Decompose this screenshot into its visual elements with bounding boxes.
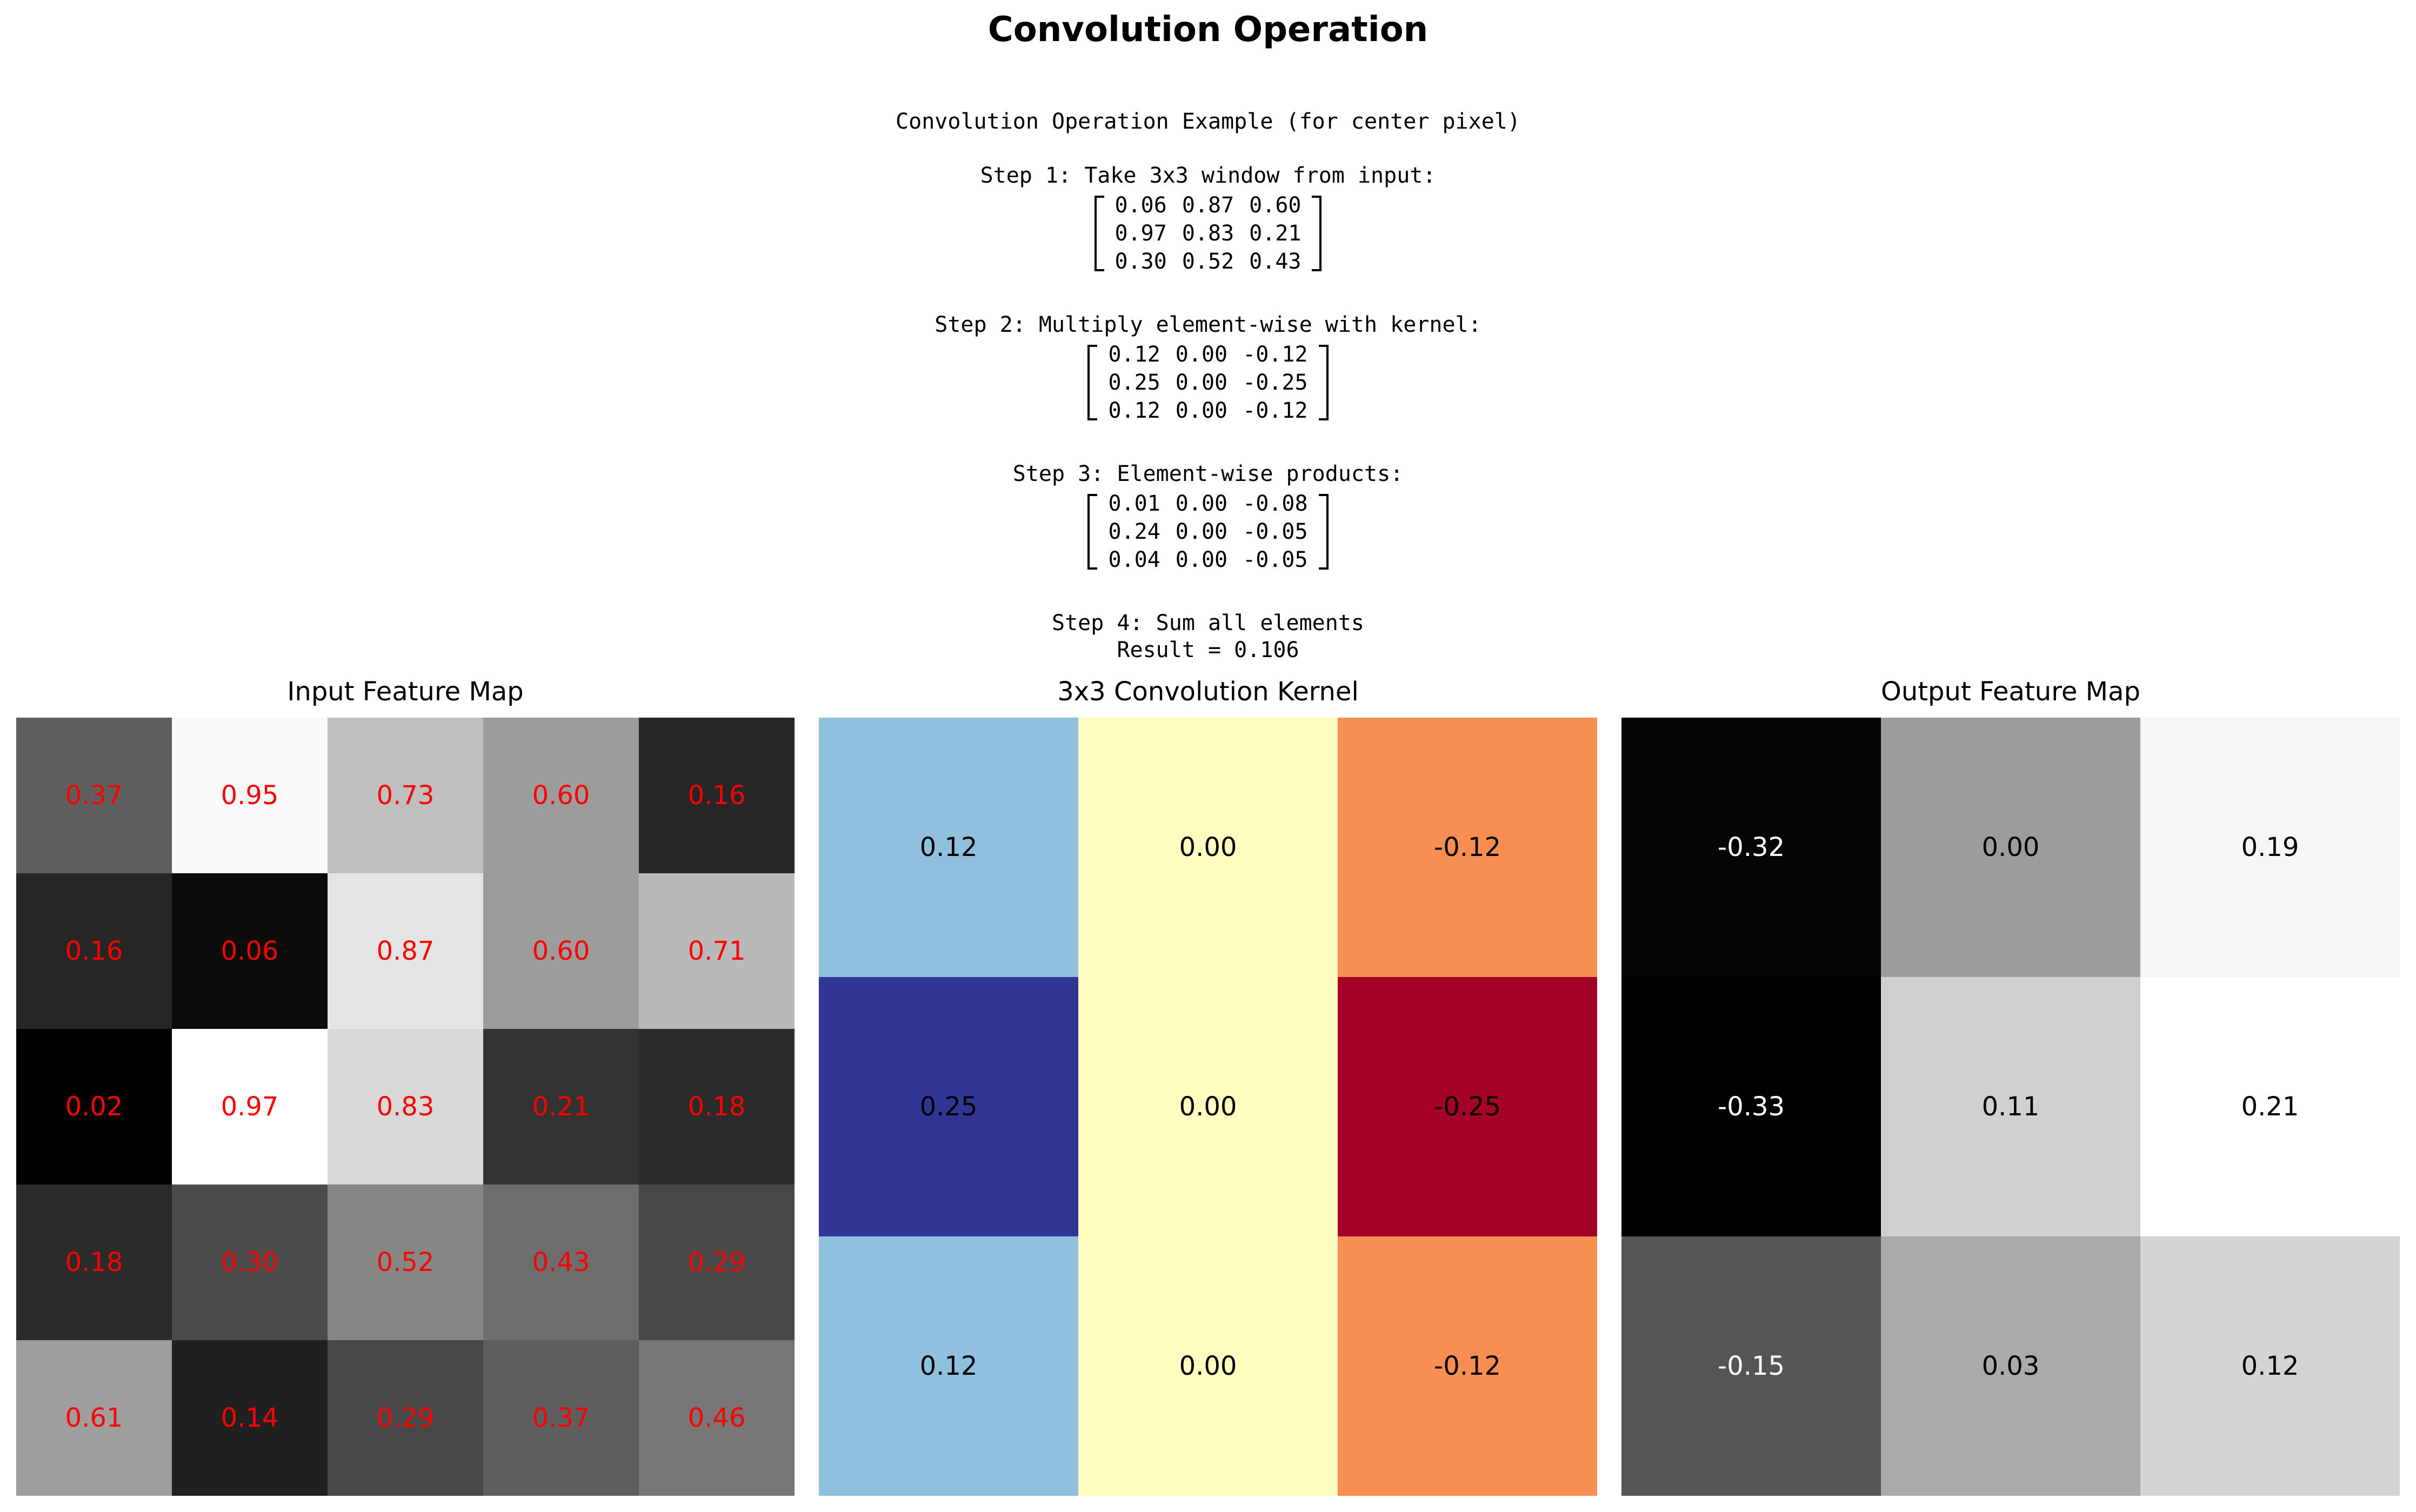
input-cell-0-1: 0.95	[172, 718, 328, 873]
kernel-cell-0-0: 0.12	[819, 718, 1078, 977]
output-cell-2-0: -0.15	[1621, 1236, 1881, 1496]
input-cell-4-1: 0.14	[172, 1340, 328, 1496]
output-cell-1-2: 0.21	[2140, 977, 2400, 1236]
output-cell-2-1: 0.03	[1881, 1236, 2140, 1496]
input-cell-4-2: 0.29	[328, 1340, 483, 1496]
kernel-heatmap: 0.12 0.00 -0.12 0.25 0.00 -0.25 0.12 0.00 -0.12	[819, 718, 1597, 1496]
input-feature-map-heatmap: 0.37 0.95 0.73 0.60 0.16 0.16 0.06 0.87 0.60 0.71…	[16, 718, 795, 1496]
kernel-cell-2-0: 0.12	[819, 1236, 1078, 1496]
kernel-cell-1-2: -0.25	[1338, 977, 1597, 1236]
input-cell-3-2: 0.52	[328, 1185, 483, 1340]
kernel-cell-1-0: 0.25	[819, 977, 1078, 1236]
input-cell-3-0: 0.18	[16, 1185, 172, 1340]
output-cell-1-0: -0.33	[1621, 977, 1881, 1236]
input-cell-2-3: 0.21	[483, 1029, 639, 1185]
input-cell-1-4: 0.71	[639, 873, 795, 1029]
input-cell-3-4: 0.29	[639, 1185, 795, 1340]
explanation-heading: Convolution Operation Example (for cente…	[896, 109, 1520, 134]
output-cell-0-0: -0.32	[1621, 718, 1881, 977]
output-cell-2-2: 0.12	[2140, 1236, 2400, 1496]
step3-text: Step 3: Element-wise products:	[1012, 461, 1404, 486]
input-cell-2-0: 0.02	[16, 1029, 172, 1185]
output-map-title: Output Feature Map	[1881, 677, 2140, 707]
input-window-matrix: 0.06 0.87 0.60 0.97 0.83 0.21 0.30 0.52 0.43	[1089, 191, 1327, 276]
input-cell-0-0: 0.37	[16, 718, 172, 873]
step1-text: Step 1: Take 3x3 window from input:	[980, 163, 1436, 188]
step2-text: Step 2: Multiply element-wise with kerne…	[935, 312, 1481, 337]
input-cell-0-4: 0.16	[639, 718, 795, 873]
input-cell-1-2: 0.87	[328, 873, 483, 1029]
result-text: Result = 0.106	[1117, 638, 1299, 663]
input-map-title: Input Feature Map	[287, 677, 524, 707]
input-cell-1-1: 0.06	[172, 873, 328, 1029]
input-cell-4-0: 0.61	[16, 1340, 172, 1496]
input-cell-2-1: 0.97	[172, 1029, 328, 1185]
input-cell-0-2: 0.73	[328, 718, 483, 873]
kernel-cell-1-1: 0.00	[1078, 977, 1338, 1236]
output-cell-0-2: 0.19	[2140, 718, 2400, 977]
output-cell-1-1: 0.11	[1881, 977, 2140, 1236]
output-feature-map-heatmap: -0.32 0.00 0.19 -0.33 0.11 0.21 -0.15 0.03 0.12	[1621, 718, 2400, 1496]
step4-text: Step 4: Sum all elements	[1052, 611, 1364, 635]
input-cell-4-4: 0.46	[639, 1340, 795, 1496]
input-cell-2-4: 0.18	[639, 1029, 795, 1185]
input-cell-1-3: 0.60	[483, 873, 639, 1029]
input-cell-3-1: 0.30	[172, 1185, 328, 1340]
figure-title: Convolution Operation	[987, 10, 1429, 50]
products-matrix: 0.01 0.00 -0.08 0.24 0.00 -0.05 0.04 0.00 -0.0…	[1082, 490, 1333, 574]
output-cell-0-1: 0.00	[1881, 718, 2140, 977]
input-cell-1-0: 0.16	[16, 873, 172, 1029]
input-cell-4-3: 0.37	[483, 1340, 639, 1496]
input-cell-2-2: 0.83	[328, 1029, 483, 1185]
kernel-cell-0-1: 0.00	[1078, 718, 1338, 977]
kernel-title: 3x3 Convolution Kernel	[1057, 677, 1359, 707]
input-cell-0-3: 0.60	[483, 718, 639, 873]
kernel-matrix: 0.12 0.00 -0.12 0.25 0.00 -0.25 0.12 0.00 -0.1…	[1082, 340, 1333, 425]
kernel-cell-2-2: -0.12	[1338, 1236, 1597, 1496]
kernel-cell-2-1: 0.00	[1078, 1236, 1338, 1496]
input-cell-3-3: 0.43	[483, 1185, 639, 1340]
convolution-explanation: Convolution Operation Example (for cente…	[0, 108, 2416, 664]
kernel-cell-0-2: -0.12	[1338, 718, 1597, 977]
